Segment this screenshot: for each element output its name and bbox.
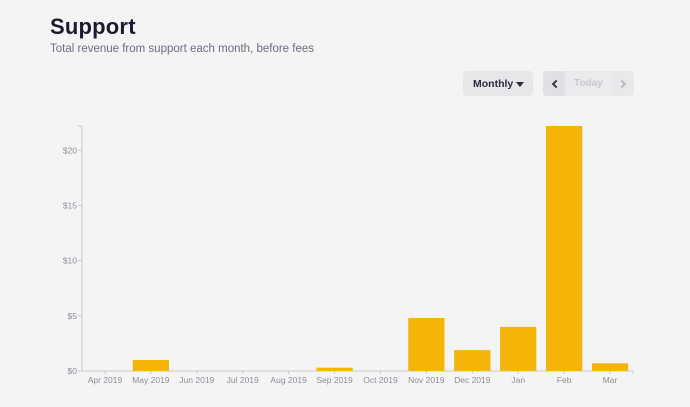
today-button[interactable]: Today bbox=[574, 78, 603, 89]
x-tick-label: Nov 2019 bbox=[408, 375, 445, 385]
x-tick-label: May 2019 bbox=[132, 375, 170, 385]
bar[interactable] bbox=[408, 318, 445, 371]
bar[interactable] bbox=[500, 326, 537, 371]
bar[interactable] bbox=[545, 126, 583, 371]
y-tick-label: $10 bbox=[63, 256, 77, 266]
next-period-button[interactable] bbox=[612, 71, 634, 96]
x-tick-label: Jun 2019 bbox=[179, 375, 214, 385]
previous-period-button[interactable] bbox=[543, 71, 565, 96]
period-dropdown[interactable]: Monthly bbox=[463, 71, 533, 96]
bar[interactable] bbox=[454, 350, 491, 371]
x-tick-label: Jan bbox=[511, 375, 525, 385]
x-tick-label: Jul 2019 bbox=[227, 375, 259, 385]
x-tick-label: Feb bbox=[557, 375, 572, 385]
y-tick-label: $5 bbox=[68, 311, 78, 321]
date-navigation: Today bbox=[543, 71, 634, 96]
y-tick-label: $15 bbox=[63, 200, 77, 210]
y-axis: $0 $5 $10 $15 $20 bbox=[63, 125, 83, 376]
x-tick-label: Aug 2019 bbox=[270, 375, 307, 385]
y-tick-label: $0 bbox=[68, 366, 78, 376]
x-tick-label: Dec 2019 bbox=[454, 375, 491, 385]
caret-down-icon bbox=[516, 82, 524, 87]
page-subtitle: Total revenue from support each month, b… bbox=[50, 43, 315, 55]
bar[interactable] bbox=[132, 359, 170, 371]
y-tick-label: $20 bbox=[63, 145, 77, 155]
period-dropdown-label: Monthly bbox=[473, 77, 514, 90]
x-tick-label: Apr 2019 bbox=[88, 375, 123, 385]
x-tick-label: Oct 2019 bbox=[363, 375, 398, 385]
bar[interactable] bbox=[316, 367, 353, 371]
x-tick-label: Mar bbox=[603, 375, 618, 385]
page-title: Support bbox=[50, 14, 136, 39]
x-axis: Apr 2019 May 2019 Jun 2019 Jul 2019 Aug 2019… bbox=[82, 370, 634, 385]
bar[interactable] bbox=[591, 363, 629, 371]
x-tick-label: Sep 2019 bbox=[316, 375, 353, 385]
bars bbox=[132, 126, 629, 371]
